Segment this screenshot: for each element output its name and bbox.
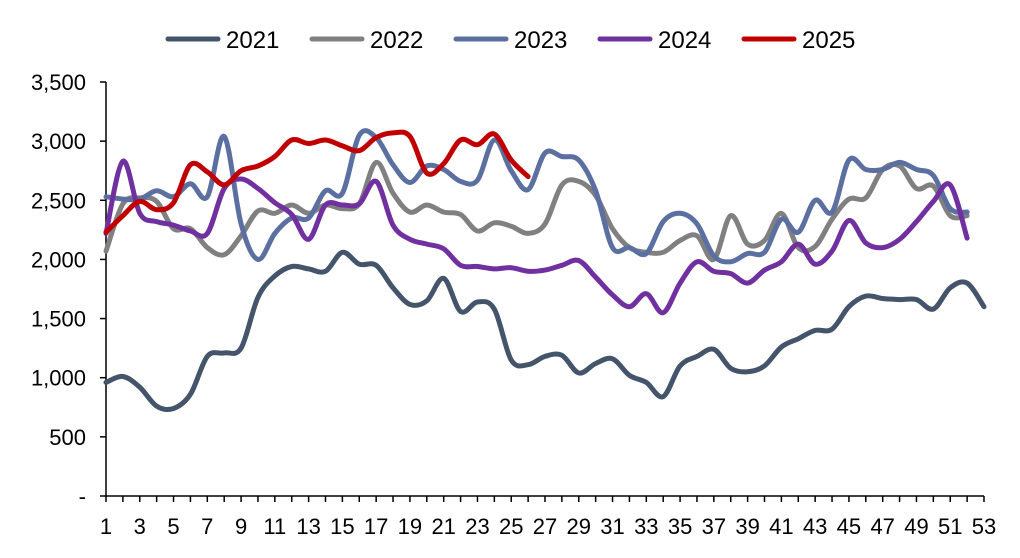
y-tick-label: 1,000 xyxy=(31,366,86,391)
x-tick-label: 13 xyxy=(296,514,320,539)
legend-item-2021: 2021 xyxy=(165,27,279,54)
x-tick-label: 37 xyxy=(702,514,726,539)
y-tick-label: 3,000 xyxy=(31,129,86,154)
series-line-2022 xyxy=(103,159,970,262)
x-axis: 1 3 5 7 9 11 13 15 17 19 21 23 25 27 29 31 33 35 37 39 41 43 4… xyxy=(100,495,996,539)
series-line-2024 xyxy=(103,158,970,316)
legend-label: 2024 xyxy=(658,27,711,54)
x-tick-label: 51 xyxy=(938,514,962,539)
x-tick-label: 25 xyxy=(499,514,523,539)
series-line-2025 xyxy=(103,129,531,235)
x-tick-label: 15 xyxy=(330,514,354,539)
series-line-2021 xyxy=(103,249,987,413)
x-tick-label: 47 xyxy=(870,514,894,539)
x-tick-label: 17 xyxy=(364,514,388,539)
x-tick-label: 1 xyxy=(100,514,112,539)
legend-item-2025: 2025 xyxy=(741,27,855,54)
x-tick-label: 3 xyxy=(134,514,146,539)
x-tick-label: 31 xyxy=(600,514,624,539)
x-tick-label: 49 xyxy=(904,514,928,539)
y-tick-label: 1,500 xyxy=(31,307,86,332)
x-tick-label: 41 xyxy=(769,514,793,539)
x-tick-label: 7 xyxy=(201,514,213,539)
x-tick-label: 43 xyxy=(803,514,827,539)
x-tick-label: 33 xyxy=(634,514,658,539)
legend-label: 2021 xyxy=(226,27,279,54)
legend: 2021 2022 2023 2024 2025 xyxy=(165,27,855,54)
legend-item-2022: 2022 xyxy=(309,27,423,54)
legend-label: 2023 xyxy=(514,27,567,54)
y-tick-label: 500 xyxy=(49,425,86,450)
x-tick-label: 45 xyxy=(837,514,861,539)
x-tick-label: 35 xyxy=(668,514,692,539)
y-axis: - 500 1,000 1,500 2,000 2,500 3,000 3,500 xyxy=(31,70,107,509)
legend-item-2024: 2024 xyxy=(597,27,711,54)
x-tick-label: 5 xyxy=(167,514,179,539)
y-tick-label: 2,500 xyxy=(31,188,86,213)
x-tick-label: 23 xyxy=(465,514,489,539)
x-tick-label: 29 xyxy=(567,514,591,539)
x-tick-label: 11 xyxy=(263,514,286,539)
legend-label: 2022 xyxy=(370,27,423,54)
x-tick-label: 27 xyxy=(533,514,557,539)
y-tick-label: 2,000 xyxy=(31,247,86,272)
series-line-2023 xyxy=(103,128,970,265)
x-tick-label: 53 xyxy=(972,514,996,539)
y-tick-label: - xyxy=(79,484,86,509)
x-tick-label: 21 xyxy=(431,514,455,539)
y-tick-label: 3,500 xyxy=(31,70,86,95)
x-tick-label: 9 xyxy=(235,514,247,539)
x-tick-label: 39 xyxy=(735,514,759,539)
plot-area xyxy=(103,128,987,413)
legend-item-2023: 2023 xyxy=(453,27,567,54)
legend-label: 2025 xyxy=(802,27,855,54)
x-tick-label: 19 xyxy=(398,514,422,539)
